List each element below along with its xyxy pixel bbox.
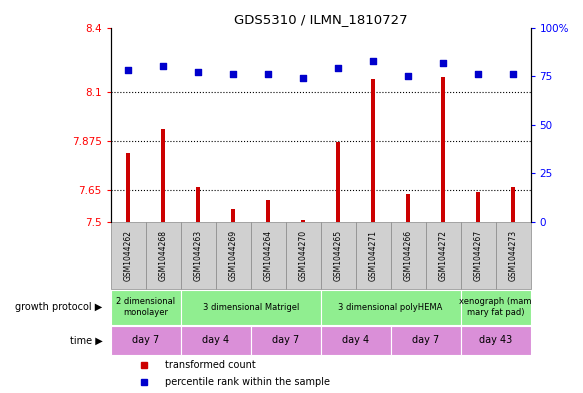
Text: percentile rank within the sample: percentile rank within the sample — [166, 377, 331, 387]
Text: 3 dimensional polyHEMA: 3 dimensional polyHEMA — [338, 303, 443, 312]
Bar — [161, 129, 166, 222]
Text: day 43: day 43 — [479, 336, 512, 345]
Point — [298, 75, 308, 81]
Text: GSM1044268: GSM1044268 — [159, 230, 168, 281]
Point — [438, 59, 448, 66]
Bar — [441, 77, 445, 222]
Point — [403, 73, 413, 79]
Text: GSM1044272: GSM1044272 — [438, 230, 448, 281]
Text: day 4: day 4 — [342, 336, 369, 345]
Bar — [476, 192, 480, 222]
Point — [473, 71, 483, 77]
Text: growth protocol ▶: growth protocol ▶ — [15, 302, 103, 312]
Bar — [321, 290, 461, 325]
Text: transformed count: transformed count — [166, 360, 256, 370]
Bar — [406, 194, 410, 222]
Bar — [251, 222, 286, 289]
Point — [194, 69, 203, 75]
Bar — [391, 326, 461, 355]
Title: GDS5310 / ILMN_1810727: GDS5310 / ILMN_1810727 — [234, 13, 408, 26]
Bar — [286, 222, 321, 289]
Point — [229, 71, 238, 77]
Text: 3 dimensional Matrigel: 3 dimensional Matrigel — [202, 303, 299, 312]
Bar — [181, 326, 251, 355]
Text: GSM1044265: GSM1044265 — [333, 230, 343, 281]
Point — [333, 65, 343, 72]
Text: GSM1044264: GSM1044264 — [264, 230, 273, 281]
Text: 2 dimensional
monolayer: 2 dimensional monolayer — [116, 298, 175, 317]
Bar — [266, 200, 271, 222]
Bar — [321, 222, 356, 289]
Bar — [336, 142, 340, 222]
Bar — [321, 326, 391, 355]
Text: day 7: day 7 — [132, 336, 159, 345]
Bar — [461, 326, 531, 355]
Bar — [461, 222, 496, 289]
Text: day 7: day 7 — [412, 336, 439, 345]
Bar — [111, 290, 181, 325]
Point — [508, 71, 518, 77]
Bar — [231, 209, 236, 222]
Text: GSM1044270: GSM1044270 — [298, 230, 308, 281]
Text: GSM1044267: GSM1044267 — [473, 230, 483, 281]
Point — [264, 71, 273, 77]
Point — [124, 67, 133, 73]
Text: day 4: day 4 — [202, 336, 229, 345]
Text: GSM1044263: GSM1044263 — [194, 230, 203, 281]
Bar — [181, 222, 216, 289]
Bar — [391, 222, 426, 289]
Bar — [371, 79, 375, 222]
Bar — [496, 222, 531, 289]
Text: day 7: day 7 — [272, 336, 299, 345]
Bar — [511, 187, 515, 222]
Text: GSM1044273: GSM1044273 — [508, 230, 518, 281]
Text: GSM1044262: GSM1044262 — [124, 230, 133, 281]
Bar — [146, 222, 181, 289]
Bar — [111, 326, 181, 355]
Bar — [426, 222, 461, 289]
Bar — [356, 222, 391, 289]
Text: GSM1044266: GSM1044266 — [403, 230, 413, 281]
Bar — [181, 290, 321, 325]
Text: xenograph (mam
mary fat pad): xenograph (mam mary fat pad) — [459, 298, 532, 317]
Point — [368, 57, 378, 64]
Text: time ▶: time ▶ — [69, 336, 103, 345]
Text: GSM1044269: GSM1044269 — [229, 230, 238, 281]
Point — [159, 63, 168, 70]
Text: GSM1044271: GSM1044271 — [368, 230, 378, 281]
Bar — [126, 153, 131, 222]
Bar — [111, 222, 146, 289]
Bar — [461, 290, 531, 325]
Bar — [196, 187, 201, 222]
Bar — [301, 220, 305, 222]
Bar — [251, 326, 321, 355]
Bar — [216, 222, 251, 289]
